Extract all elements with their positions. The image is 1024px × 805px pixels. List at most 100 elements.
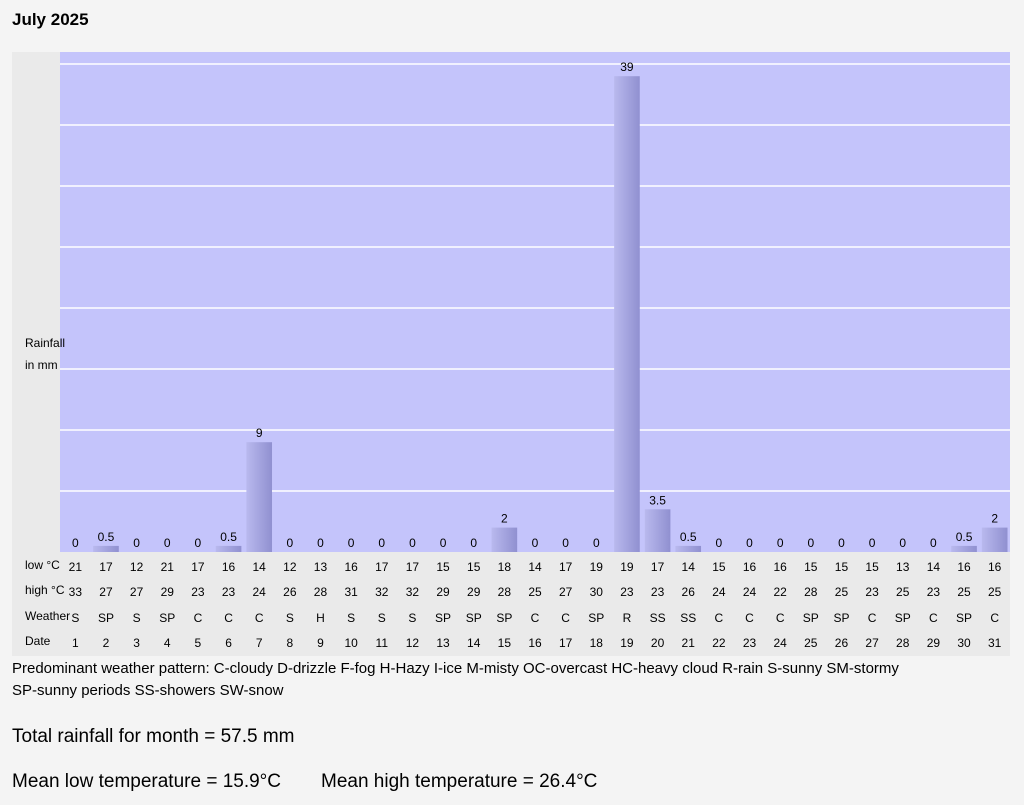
date-label: 30 xyxy=(957,636,971,650)
date-label: 18 xyxy=(590,636,604,650)
weather-code: SS xyxy=(650,611,666,625)
high-temp-value: 32 xyxy=(375,585,389,599)
legend-line-2: SP-sunny periods SS-showers SW-snow xyxy=(12,682,284,699)
weather-code: SP xyxy=(956,611,972,625)
date-label: 21 xyxy=(682,636,696,650)
date-label: 25 xyxy=(804,636,818,650)
value-labels: 0 0.5 0 0 0 0.5 9 0 0 0 0 0 0 0 2 0 0 0 39 3.5 0.5 0 0 0 0 0 0 0 0 0.… xyxy=(72,60,998,550)
low-temp-value: 16 xyxy=(773,560,787,574)
row-label-weather: Weather xyxy=(25,609,71,623)
weather-code: SP xyxy=(588,611,604,625)
high-temp-value: 28 xyxy=(314,585,328,599)
weather-legend: Predominant weather pattern: C-cloudy D-… xyxy=(12,658,1002,702)
bar xyxy=(644,509,671,552)
data-label: 0 xyxy=(195,536,202,550)
high-temp-value: 31 xyxy=(344,585,358,599)
high-temp-value: 24 xyxy=(743,585,757,599)
data-label: 0 xyxy=(838,536,845,550)
weather-code: SP xyxy=(496,611,512,625)
row-label-high: high °C xyxy=(25,583,65,597)
date-label: 10 xyxy=(344,636,358,650)
plot-area xyxy=(60,52,1010,552)
data-label: 0 xyxy=(532,536,539,550)
low-temp-value: 17 xyxy=(191,560,205,574)
date-label: 6 xyxy=(225,636,232,650)
date-label: 16 xyxy=(528,636,542,650)
high-temp-value: 26 xyxy=(283,585,297,599)
high-temp-value: 25 xyxy=(988,585,1002,599)
data-label: 0 xyxy=(409,536,416,550)
weather-code: C xyxy=(561,611,570,625)
high-temp-value: 22 xyxy=(773,585,787,599)
data-label: 3.5 xyxy=(649,493,666,507)
data-label: 39 xyxy=(620,60,634,74)
weather-code: S xyxy=(71,611,79,625)
weather-code: S xyxy=(133,611,141,625)
high-temp-value: 25 xyxy=(896,585,910,599)
data-label: 0 xyxy=(777,536,784,550)
weather-code: C xyxy=(776,611,785,625)
date-label: 7 xyxy=(256,636,263,650)
date-label: 22 xyxy=(712,636,726,650)
data-label: 0 xyxy=(378,536,385,550)
low-temp-value: 16 xyxy=(743,560,757,574)
weather-code: C xyxy=(745,611,754,625)
low-temp-value: 18 xyxy=(498,560,512,574)
low-temp-value: 14 xyxy=(682,560,696,574)
page-title: July 2025 xyxy=(12,10,89,29)
bar xyxy=(93,545,119,552)
data-label: 0 xyxy=(807,536,814,550)
high-temp-value: 28 xyxy=(498,585,512,599)
high-temp-value: 23 xyxy=(222,585,236,599)
high-temp-value: 29 xyxy=(161,585,175,599)
low-temp-value: 12 xyxy=(130,560,144,574)
high-temp-value: 29 xyxy=(467,585,481,599)
date-label: 28 xyxy=(896,636,910,650)
weather-code: C xyxy=(255,611,264,625)
date-label: 5 xyxy=(195,636,202,650)
low-temp-value: 15 xyxy=(436,560,450,574)
date-label: 27 xyxy=(865,636,879,650)
data-label: 0 xyxy=(164,536,171,550)
data-label: 0.5 xyxy=(680,530,697,544)
date-label: 4 xyxy=(164,636,171,650)
date-label: 13 xyxy=(436,636,450,650)
row-label-low: low °C xyxy=(25,558,60,572)
high-temp-value: 25 xyxy=(957,585,971,599)
weather-code: S xyxy=(408,611,416,625)
high-temp-value: 23 xyxy=(865,585,879,599)
low-temp-value: 16 xyxy=(344,560,358,574)
data-label: 0 xyxy=(899,536,906,550)
high-temp-value: 30 xyxy=(590,585,604,599)
data-label: 2 xyxy=(501,512,508,526)
weather-code: C xyxy=(715,611,724,625)
weather-code: C xyxy=(531,611,540,625)
bar xyxy=(951,545,977,552)
date-label: 2 xyxy=(103,636,110,650)
low-temp-value: 17 xyxy=(99,560,113,574)
bar xyxy=(491,527,518,552)
high-temp-value: 26 xyxy=(682,585,696,599)
weather-code: C xyxy=(224,611,233,625)
date-label: 12 xyxy=(406,636,420,650)
data-label: 0 xyxy=(317,536,324,550)
weather-code: C xyxy=(929,611,938,625)
weather-code: SP xyxy=(98,611,114,625)
data-label: 2 xyxy=(991,512,998,526)
data-label: 0.5 xyxy=(98,530,115,544)
weather-code: SP xyxy=(803,611,819,625)
date-label: 9 xyxy=(317,636,324,650)
high-temp-value: 32 xyxy=(406,585,420,599)
low-temp-value: 15 xyxy=(835,560,849,574)
low-temp-value: 16 xyxy=(222,560,236,574)
date-label: 26 xyxy=(835,636,849,650)
bar xyxy=(614,76,640,552)
high-temp-value: 23 xyxy=(651,585,665,599)
weather-code: SS xyxy=(680,611,696,625)
low-temp-value: 17 xyxy=(375,560,389,574)
date-label: 24 xyxy=(773,636,787,650)
data-label: 9 xyxy=(256,426,263,440)
low-temp-value: 13 xyxy=(896,560,910,574)
data-label: 0 xyxy=(470,536,477,550)
